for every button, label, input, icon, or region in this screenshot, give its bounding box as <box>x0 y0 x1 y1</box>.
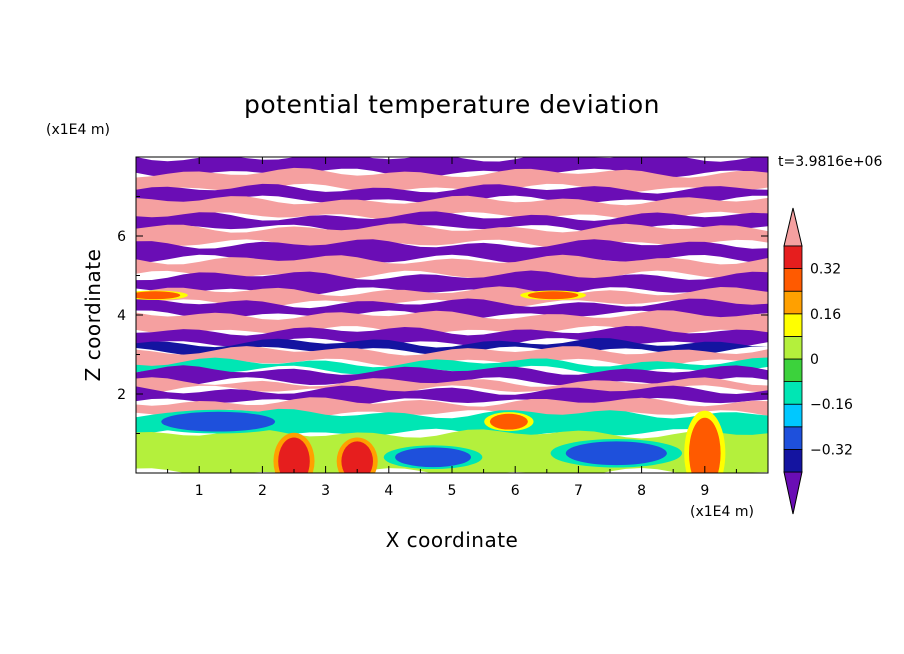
x-axis: 1 2 3 4 5 6 7 8 9 <box>167 157 737 499</box>
field-band <box>136 408 768 438</box>
colorbar-box <box>783 381 803 405</box>
colorbar-tick-label: −0.16 <box>810 397 853 413</box>
field-feature <box>565 441 667 466</box>
colorbar-box <box>783 335 803 360</box>
colorbar-box <box>783 448 803 473</box>
y-tick-label: 2 <box>117 387 126 403</box>
field-band <box>136 167 768 193</box>
field-band <box>136 310 768 335</box>
colorbar-tick-label: 0.32 <box>810 262 841 278</box>
colorbar-box <box>783 268 803 292</box>
field-feature <box>527 291 579 300</box>
x-tick-label: 3 <box>321 483 330 499</box>
field-band <box>136 298 768 320</box>
field-band <box>136 377 768 395</box>
y-axis: 2 4 6 <box>117 196 768 434</box>
x-tick-label: 5 <box>448 483 457 499</box>
x-axis-title: X coordinate <box>386 528 519 552</box>
x-tick-label: 4 <box>384 483 393 499</box>
chart-title: potential temperature deviation <box>244 90 660 119</box>
x-tick-label: 7 <box>574 483 583 499</box>
time-label: t=3.9816e+06 <box>778 154 882 170</box>
colorbar-box <box>783 426 803 450</box>
colorbar-tick-label: 0 <box>810 352 819 368</box>
colorbar-box <box>783 290 803 315</box>
colorbar-box <box>783 245 803 270</box>
field-feature <box>689 417 721 473</box>
field-band <box>136 346 768 368</box>
field-band <box>136 183 768 205</box>
field-band <box>136 157 768 178</box>
x-unit-label: (x1E4 m) <box>690 504 754 520</box>
plot-area <box>136 157 768 473</box>
colorbar-box <box>783 358 803 383</box>
x-tick-label: 2 <box>258 483 267 499</box>
field-band <box>136 195 768 222</box>
y-unit-label: (x1E4 m) <box>46 122 110 138</box>
field-feature <box>136 291 181 300</box>
x-tick-label: 8 <box>637 483 646 499</box>
colorbar: 0.32 0.16 0 −0.16 −0.32 <box>783 207 853 515</box>
x-tick-label: 1 <box>195 483 204 499</box>
colorbar-extend-max <box>783 207 803 247</box>
field-band <box>136 365 768 386</box>
colorbar-box <box>783 403 803 428</box>
y-tick-label: 4 <box>117 308 126 324</box>
colorbar-extend-min <box>783 471 803 515</box>
field-band <box>136 286 768 309</box>
y-tick-label: 6 <box>117 229 126 245</box>
field-band <box>136 338 768 356</box>
colorbar-tick-label: 0.16 <box>810 307 841 323</box>
x-tick-label: 6 <box>511 483 520 499</box>
field-feature <box>341 441 373 473</box>
x-tick-label: 9 <box>700 483 709 499</box>
field-band <box>136 239 768 264</box>
field-feature <box>489 413 528 430</box>
field-feature <box>278 437 310 473</box>
field-feature <box>395 447 471 468</box>
y-axis-title: Z coordinate <box>81 249 105 382</box>
colorbar-tick-label: −0.32 <box>810 442 853 458</box>
colorbar-box <box>783 313 803 337</box>
field-feature <box>161 411 276 432</box>
